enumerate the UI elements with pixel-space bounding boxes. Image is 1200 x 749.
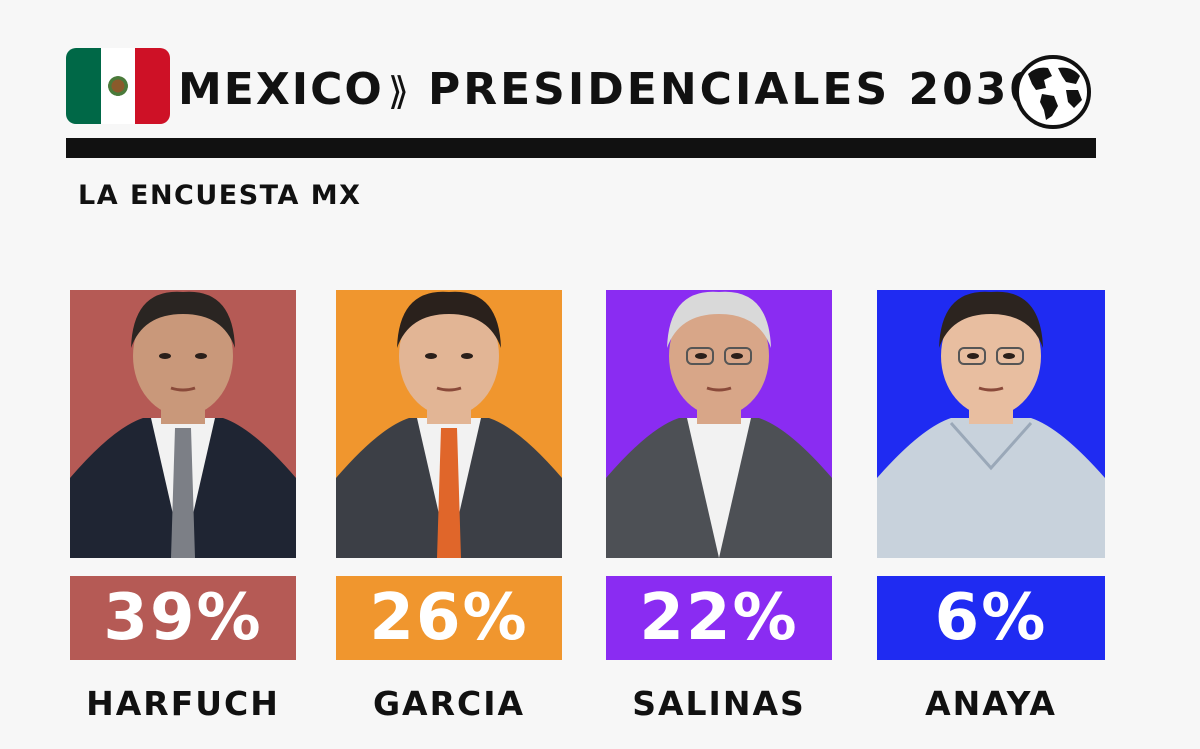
header-rule: [66, 138, 1096, 158]
header-country: MEXICO ⟫: [178, 60, 411, 121]
value-label: 6%: [877, 576, 1105, 660]
value-label: 22%: [606, 576, 832, 660]
chevron-icon: ⟫: [387, 69, 411, 113]
poll-source: LA ENCUESTA MX: [78, 180, 362, 211]
category-label: ANAYA: [925, 684, 1057, 723]
header: MEXICO ⟫ PRESIDENCIALES 2030: [0, 0, 1200, 170]
category-label: GARCIA: [372, 684, 526, 723]
country-label: MEXICO: [178, 64, 384, 115]
candidate-photo: [336, 278, 562, 558]
category-label: HARFUCH: [86, 684, 280, 723]
candidate-photo: [606, 278, 832, 558]
mexico-flag-icon: [66, 48, 170, 124]
candidate-photo: [70, 278, 296, 558]
page-title: PRESIDENCIALES 2030: [428, 64, 1043, 115]
value-label: 26%: [336, 576, 562, 660]
category-label: SALINAS: [632, 684, 806, 723]
value-label: 39%: [70, 576, 296, 660]
candidate-photo: [877, 278, 1105, 558]
globe-icon: [1015, 55, 1091, 129]
